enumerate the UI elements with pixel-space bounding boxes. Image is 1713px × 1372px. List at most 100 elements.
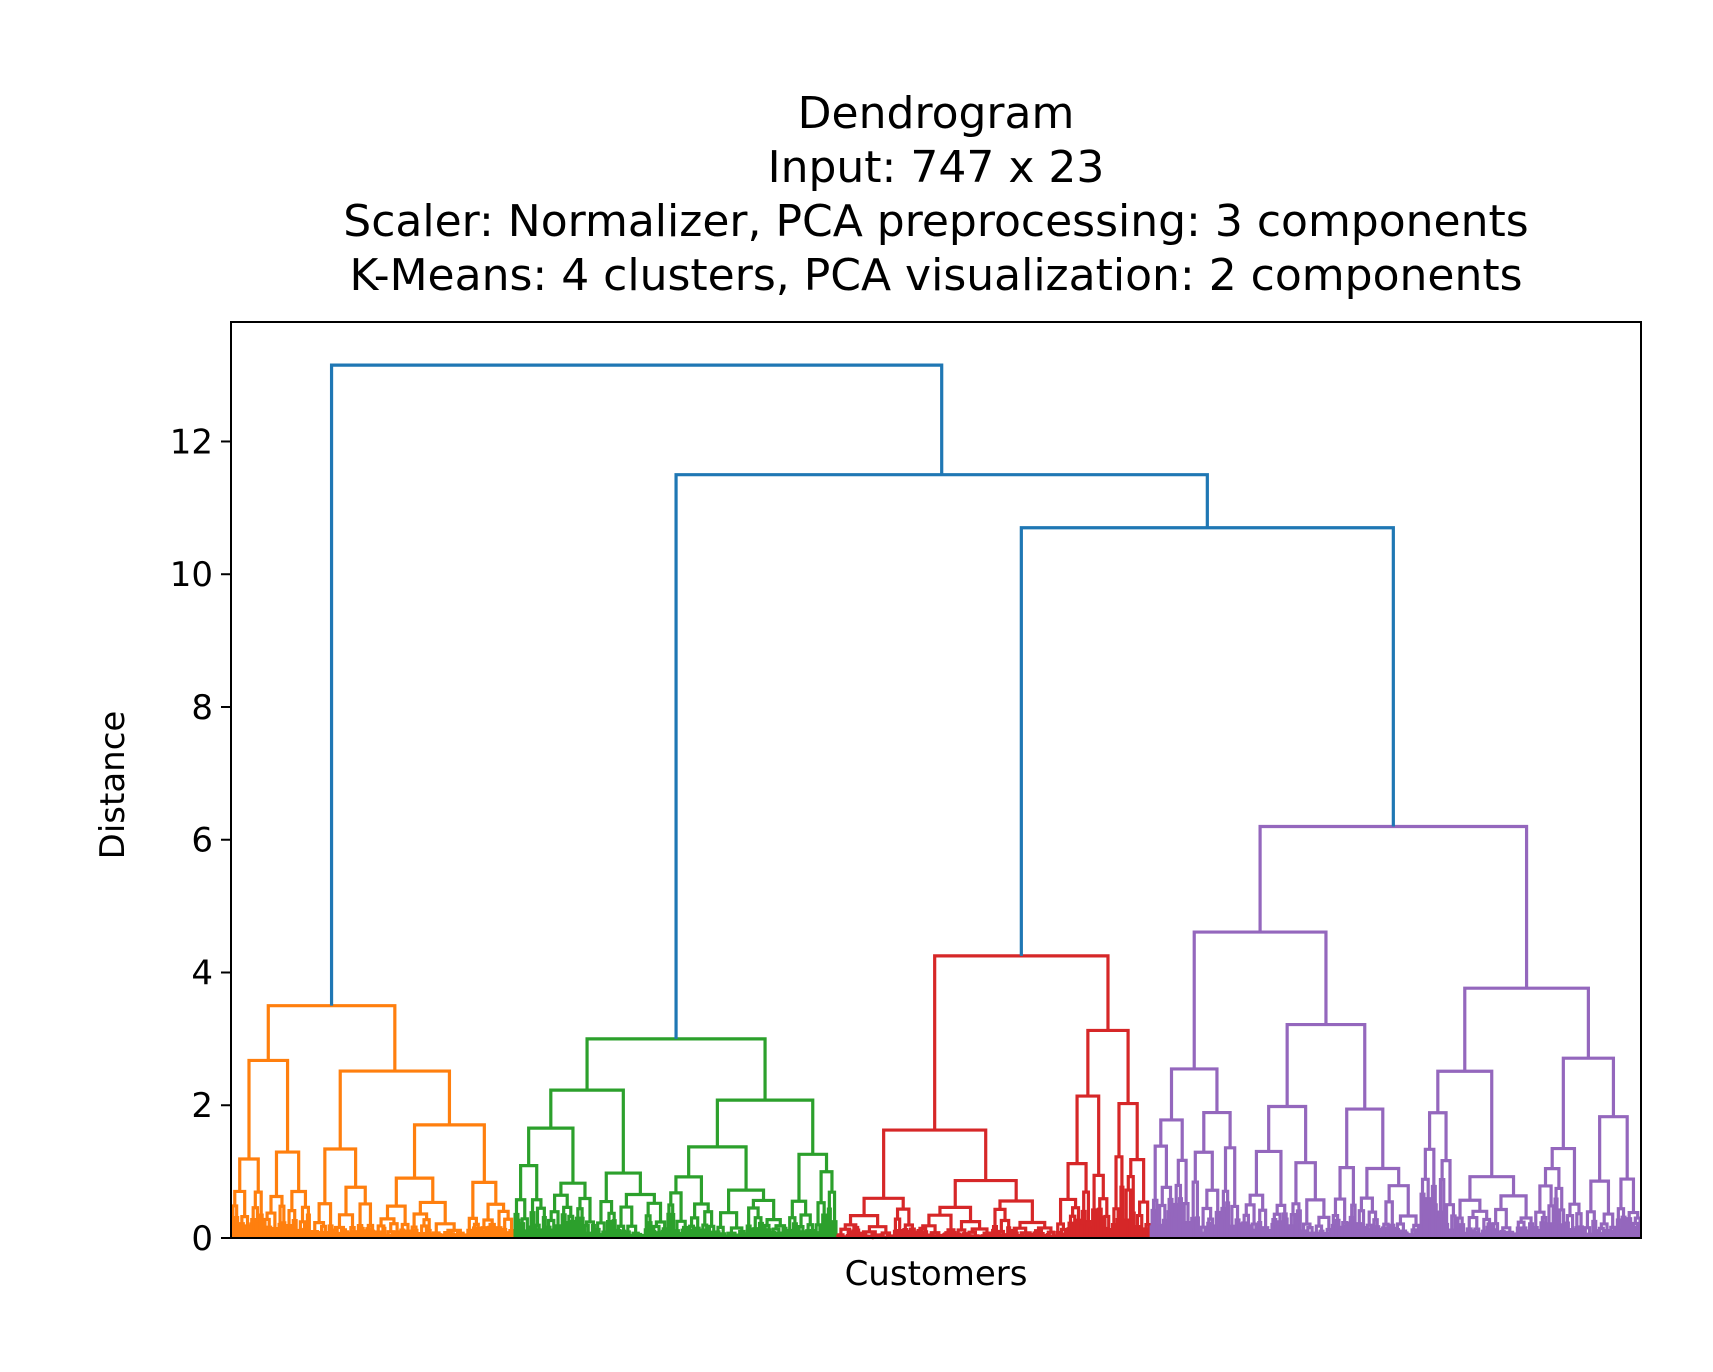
chart-title-line-3: Scaler: Normalizer, PCA preprocessing: 3… bbox=[343, 196, 1528, 247]
dendrogram-link-182 bbox=[576, 1207, 584, 1219]
dendrogram-link-101 bbox=[412, 1212, 429, 1228]
dendrogram-link-63 bbox=[337, 1213, 355, 1228]
dendrogram-link-741 bbox=[1463, 986, 1590, 1072]
dendrogram-link-35 bbox=[298, 1220, 307, 1231]
dendrogram-link-446 bbox=[1079, 1223, 1085, 1238]
dendrogram-link-253 bbox=[674, 1175, 704, 1204]
chart-title-line-1: Dendrogram bbox=[798, 88, 1075, 139]
dendrogram-link-232 bbox=[675, 1231, 681, 1238]
dendrogram-link-34 bbox=[302, 1227, 308, 1238]
dendrogram-link-471 bbox=[1130, 1211, 1136, 1238]
dendrogram-link-491 bbox=[1166, 1210, 1172, 1238]
dendrogram-link-308 bbox=[823, 1225, 829, 1238]
dendrogram-link-141 bbox=[508, 1228, 515, 1238]
dendrogram-link-276 bbox=[747, 1206, 760, 1227]
dendrogram-link-511 bbox=[1206, 1221, 1212, 1238]
dendrogram-link-303 bbox=[799, 1213, 812, 1227]
dendrogram-link-324 bbox=[846, 1230, 853, 1238]
dendrogram-link-245 bbox=[700, 1228, 706, 1238]
dendrogram-link-465 bbox=[1112, 1207, 1120, 1225]
y-axis-label: Distance bbox=[93, 711, 133, 860]
chart-title-line-2: Input: 747 x 23 bbox=[768, 142, 1105, 193]
dendrogram-link-551 bbox=[1283, 1217, 1289, 1238]
y-tick-label-2: 2 bbox=[191, 1086, 213, 1126]
dendrogram-link-512 bbox=[1209, 1227, 1216, 1238]
dendrogram-link-400 bbox=[991, 1224, 999, 1238]
dendrogram-link-127 bbox=[467, 1216, 478, 1231]
dendrogram-link-314 bbox=[827, 1190, 837, 1222]
dendrogram-link-280 bbox=[772, 1232, 778, 1238]
dendrogram-link-30 bbox=[291, 1218, 298, 1238]
dendrogram-link-480 bbox=[1129, 1158, 1146, 1203]
dendrogram-link-488 bbox=[1160, 1224, 1166, 1238]
dendrogram-link-299 bbox=[804, 1230, 810, 1238]
dendrogram-link-703 bbox=[1569, 1228, 1576, 1238]
dendrogram-link-626 bbox=[1421, 1211, 1427, 1238]
dendrogram-link-507 bbox=[1191, 1180, 1200, 1219]
dendrogram-link-437 bbox=[1059, 1227, 1067, 1235]
dendrogram-link-592 bbox=[1360, 1226, 1367, 1238]
dendrogram-link-533 bbox=[1245, 1224, 1251, 1238]
dendrogram-link-641 bbox=[1444, 1203, 1456, 1225]
dendrogram-link-438 bbox=[1056, 1222, 1066, 1233]
dendrogram-link-153 bbox=[524, 1229, 530, 1238]
dendrogram-link-432 bbox=[953, 1178, 1018, 1208]
dendrogram-link-139 bbox=[505, 1232, 512, 1238]
dendrogram-link-587 bbox=[1348, 1215, 1355, 1238]
dendrogram-link-740 bbox=[1561, 1056, 1616, 1149]
dendrogram-link-275 bbox=[753, 1216, 763, 1229]
dendrogram-link-230 bbox=[670, 1213, 676, 1238]
dendrogram-link-433 bbox=[882, 1128, 988, 1199]
dendrogram-link-269 bbox=[747, 1227, 753, 1238]
dendrogram-link-695 bbox=[1553, 1197, 1559, 1238]
dendrogram-link-454 bbox=[1098, 1215, 1104, 1238]
dendrogram-link-142 bbox=[503, 1217, 514, 1231]
dendrogram-link-410 bbox=[1010, 1228, 1018, 1234]
dendrogram-link-1 bbox=[234, 1216, 240, 1238]
dendrogram-link-536 bbox=[1253, 1228, 1259, 1238]
dendrogram-link-560 bbox=[1291, 1202, 1301, 1215]
dendrogram-link-590 bbox=[1355, 1227, 1361, 1238]
dendrogram-link-701 bbox=[1564, 1221, 1570, 1238]
y-axis: 0 2 4 6 8 10 12 bbox=[170, 422, 231, 1259]
dendrogram-link-572 bbox=[1324, 1231, 1331, 1238]
dendrogram-link-468 bbox=[1125, 1226, 1131, 1238]
dendrogram-link-60 bbox=[353, 1232, 359, 1238]
dendrogram-link-664 bbox=[1492, 1222, 1500, 1233]
dendrogram-link-459 bbox=[1098, 1197, 1109, 1217]
dendrogram-link-582 bbox=[1340, 1225, 1346, 1238]
dendrogram-link-657 bbox=[1485, 1225, 1491, 1238]
dendrogram-link-357 bbox=[903, 1223, 915, 1230]
dendrogram-link-327 bbox=[855, 1228, 861, 1238]
dendrogram-link-483 bbox=[933, 954, 1110, 1131]
dendrogram-link-8 bbox=[233, 1189, 247, 1217]
dendrogram-link-591 bbox=[1356, 1222, 1363, 1238]
dendrogram-link-173 bbox=[560, 1213, 567, 1238]
dendrogram-link-370 bbox=[935, 1233, 943, 1238]
dendrogram-link-653 bbox=[1473, 1227, 1481, 1235]
dendrogram-link-81 bbox=[390, 1231, 396, 1238]
dendrogram-link-196 bbox=[607, 1226, 613, 1238]
dendrogram-link-238 bbox=[669, 1191, 683, 1222]
dendrogram-link-235 bbox=[680, 1228, 687, 1238]
dendrogram-link-98 bbox=[420, 1224, 428, 1238]
dendrogram-link-504 bbox=[1189, 1226, 1195, 1238]
dendrogram-link-621 bbox=[1387, 1184, 1410, 1216]
dendrogram-link-606 bbox=[1391, 1226, 1397, 1238]
dendrogram-link-291 bbox=[687, 1145, 748, 1191]
dendrogram-link-132 bbox=[487, 1225, 494, 1238]
dendrogram-link-447 bbox=[1080, 1209, 1087, 1238]
dendrogram-link-543 bbox=[1261, 1226, 1270, 1232]
dendrogram-links bbox=[230, 363, 1642, 1240]
dendrogram-link-728 bbox=[1619, 1228, 1625, 1238]
dendrogram-link-500 bbox=[1185, 1221, 1191, 1238]
dendrogram-link-481 bbox=[1117, 1101, 1139, 1160]
dendrogram-link-654 bbox=[1467, 1215, 1479, 1230]
dendrogram-link-448 bbox=[1087, 1225, 1093, 1238]
dendrogram-link-147 bbox=[338, 1069, 452, 1149]
dendrogram-link-477 bbox=[1142, 1227, 1150, 1238]
dendrogram-link-665 bbox=[1498, 1233, 1504, 1238]
dendrogram-link-220 bbox=[655, 1231, 663, 1238]
dendrogram-link-77 bbox=[381, 1226, 387, 1238]
y-tick-label-8: 8 bbox=[191, 688, 213, 728]
